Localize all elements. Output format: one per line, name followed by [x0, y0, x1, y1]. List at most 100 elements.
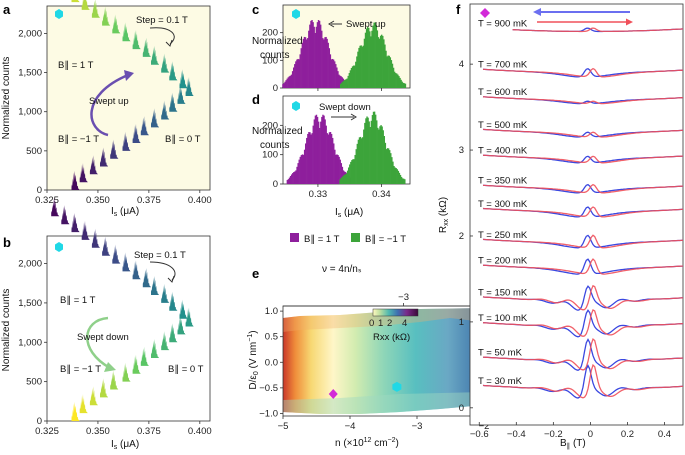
histogram-bar — [322, 38, 324, 88]
histogram-bar — [333, 143, 335, 184]
panel-c-histograms — [282, 19, 407, 89]
sweep-down-arrow-head — [533, 8, 541, 16]
histogram-bar — [310, 20, 312, 89]
x-tick-label: −0.2 — [544, 429, 563, 440]
histogram-bar — [400, 79, 402, 88]
histogram-area — [185, 77, 194, 96]
histogram-bar — [401, 178, 404, 184]
histogram-bar — [290, 74, 293, 88]
histogram-bar — [304, 37, 307, 88]
histogram-area — [122, 252, 131, 272]
b-neg-label-a: B∥ = −1 T — [58, 134, 99, 145]
panel-a-histograms — [71, 0, 194, 190]
histogram-bar — [341, 82, 343, 88]
histogram-bar — [350, 161, 352, 184]
histogram-bar — [398, 76, 400, 88]
x-tick-label: 0.2 — [621, 429, 634, 440]
histogram-bar — [354, 154, 356, 184]
histogram-bar — [322, 114, 324, 184]
histogram-bar — [308, 131, 310, 184]
y-tick-label: 1,000 — [18, 337, 42, 348]
histogram-bar — [397, 170, 400, 184]
panel-b-axes: 0.325 0.350 0.375 0.400 0 500 1,000 1,500 2,000 — [18, 259, 211, 437]
histogram-bar — [313, 26, 315, 89]
histogram-bar — [314, 32, 316, 88]
histogram-area — [161, 100, 170, 120]
trace-sweep-up — [482, 234, 684, 249]
histogram-bar — [325, 36, 327, 88]
histogram-bar — [386, 148, 389, 184]
histogram-bar — [297, 58, 299, 88]
y-tick-label: 4 — [459, 59, 464, 70]
histogram-bar — [391, 157, 393, 184]
histogram-bar — [362, 45, 365, 88]
d-ylabel-line1: Normalized — [252, 126, 303, 137]
histogram-area — [71, 0, 80, 3]
histogram-bar — [302, 154, 305, 184]
histogram-bar — [298, 159, 300, 184]
histogram-bar — [345, 173, 348, 184]
trace-sweep-up — [482, 337, 684, 371]
e-ylabel: D/ε0 (V nm−1) — [247, 330, 260, 389]
a-ylabel: Normalized counts — [1, 57, 12, 140]
histogram-bar — [301, 42, 304, 88]
histogram-bar — [340, 178, 342, 184]
histogram-area — [177, 315, 186, 335]
histogram-bar — [352, 159, 354, 184]
histogram-area — [110, 370, 119, 390]
histogram-bar — [392, 67, 395, 88]
histogram-bar — [345, 79, 347, 88]
histogram-bar — [282, 84, 284, 88]
sweep-down-arrow-head — [104, 362, 116, 372]
histogram-bar — [394, 167, 396, 184]
y-tick-label: −1.0 — [259, 408, 278, 419]
histogram-bar — [313, 119, 316, 184]
histogram-bar — [372, 111, 375, 184]
panel-c: c 0 100 200 Swept up Normalized counts — [252, 2, 411, 94]
histogram-bar — [326, 133, 328, 184]
heatmap — [283, 308, 484, 414]
histogram-area — [81, 220, 90, 240]
histogram-bar — [364, 32, 367, 88]
histogram-bar — [382, 35, 384, 88]
histogram-bar — [384, 142, 387, 184]
histogram-area — [169, 291, 178, 311]
diamond-marker-icon — [328, 389, 338, 399]
hexagon-marker-icon — [55, 242, 63, 252]
b-ylabel: Normalized counts — [1, 289, 12, 372]
histogram-bar — [320, 121, 322, 184]
sweep-label-b: Swept down — [77, 332, 129, 343]
sweep-label-c: Swept up — [346, 19, 386, 30]
histogram-bar — [341, 176, 343, 184]
b-zero-label-a: B∥ = 0 T — [165, 134, 201, 145]
histogram-area — [100, 147, 108, 167]
histogram-area — [79, 394, 88, 414]
histogram-bar — [286, 78, 288, 88]
histogram-bar — [342, 175, 344, 184]
panel-a-axes: 0.325 0.350 0.375 0.400 0 500 1,000 1,500 2,000 — [18, 28, 211, 206]
histogram-area — [151, 339, 159, 358]
histogram-bar — [348, 73, 351, 88]
histogram-area — [177, 84, 186, 104]
heatmap-overlay-top — [283, 308, 484, 332]
sweep-up-arrow-head — [328, 20, 335, 28]
y-tick-label: 500 — [26, 377, 42, 388]
step-arrow-head — [167, 275, 175, 283]
y-tick-label: 2,000 — [18, 28, 42, 39]
histogram-area — [140, 346, 149, 366]
top-tick-label: −3 — [398, 292, 409, 303]
temperature-label: T = 150 mK — [478, 287, 528, 298]
histogram-bar — [286, 180, 289, 184]
sweep-label-a: Swept up — [89, 96, 129, 107]
histogram-bar — [323, 39, 325, 88]
y-tick-label: 0 — [273, 83, 278, 94]
histogram-bar — [403, 83, 406, 88]
histogram-area — [89, 155, 98, 175]
histogram-bar — [323, 115, 325, 184]
legend-label-neg: B∥ = −1 T — [365, 234, 406, 245]
histogram-bar — [294, 64, 296, 88]
histogram-bar — [288, 177, 291, 184]
histogram-bar — [357, 139, 360, 184]
histogram-bar — [393, 165, 395, 184]
histogram-bar — [325, 125, 327, 184]
